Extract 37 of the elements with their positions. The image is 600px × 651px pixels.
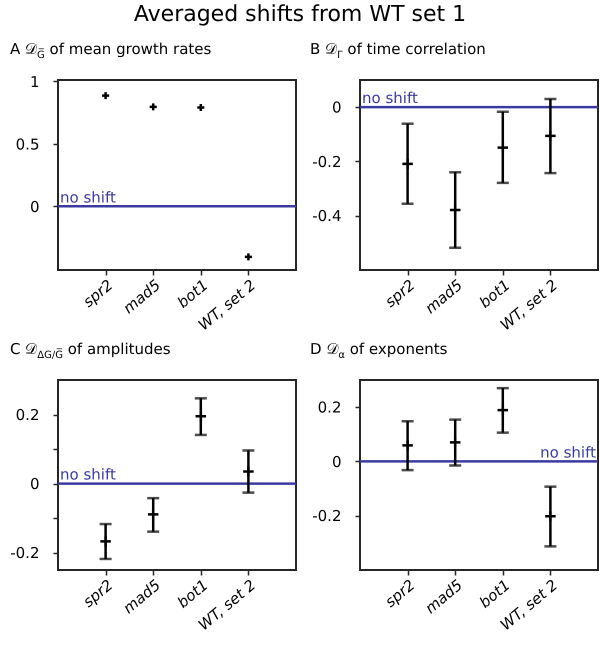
point xyxy=(99,534,112,548)
point xyxy=(544,129,557,142)
point xyxy=(448,204,462,217)
chart-title: C 𝒟$_{ΔG/G̅}$ of amplitudes xyxy=(10,340,171,361)
y-tick-label: -0.4 xyxy=(312,207,342,226)
point xyxy=(401,157,414,170)
y-tick-label: 1 xyxy=(30,72,40,91)
ref-line-label: no shift xyxy=(60,466,116,484)
point xyxy=(148,102,158,112)
point xyxy=(496,404,510,417)
point xyxy=(242,465,255,478)
y-tick-label: 0 xyxy=(332,452,342,471)
point xyxy=(196,102,206,112)
point xyxy=(496,141,510,154)
y-tick-label: -0.2 xyxy=(312,507,342,526)
chart-title: Averaged shifts from WT set 1 xyxy=(132,2,468,27)
chart-title: B 𝒟$_{Γ}$ of time correlation xyxy=(310,40,486,61)
y-tick-label: 0.2 xyxy=(318,398,342,417)
y-tick-label: 0 xyxy=(30,475,40,494)
y-tick-label: -0.2 xyxy=(312,152,342,171)
y-tick-label: 0.2 xyxy=(16,406,40,424)
ref-line-label: no shift xyxy=(540,443,596,462)
point xyxy=(448,436,462,449)
point xyxy=(401,438,414,452)
ref-line-label: no shift xyxy=(60,188,116,206)
point xyxy=(146,508,160,521)
chart-title: D 𝒟$_{α}$ of exponents xyxy=(310,340,448,361)
y-tick-label: 0 xyxy=(30,198,40,216)
chart-subtitle: A 𝒟$_{G̅}$ of mean growth rates xyxy=(10,40,212,61)
point xyxy=(194,410,208,423)
ref-line-label: no shift xyxy=(362,89,418,108)
point xyxy=(100,90,110,100)
point xyxy=(244,252,254,262)
y-tick-label: 0 xyxy=(332,98,342,117)
y-tick-label: -0.2 xyxy=(10,544,40,562)
y-tick-label: 0.5 xyxy=(16,135,40,154)
point xyxy=(544,510,557,523)
